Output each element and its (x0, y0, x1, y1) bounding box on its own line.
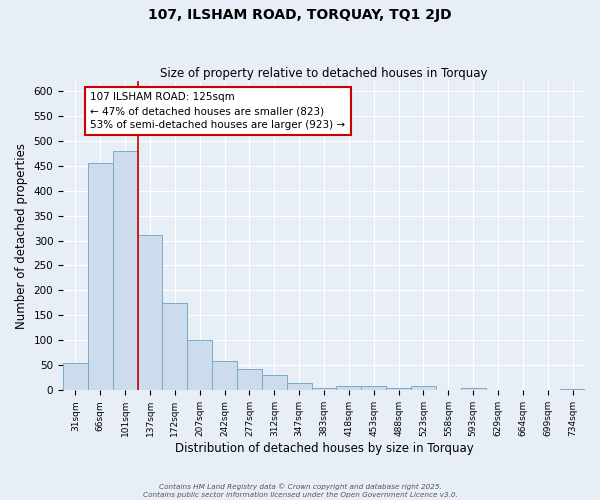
Bar (212, 362, 237, 390)
Bar (361, 386, 386, 390)
Bar (262, 376, 287, 390)
Bar (137, 234, 163, 390)
Bar (187, 340, 212, 390)
Bar (287, 383, 311, 390)
Bar (88, 163, 113, 390)
Bar (63, 363, 88, 390)
Bar (461, 388, 485, 390)
Bar (163, 303, 187, 390)
Text: Contains HM Land Registry data © Crown copyright and database right 2025.
Contai: Contains HM Land Registry data © Crown c… (143, 484, 457, 498)
Bar (237, 370, 262, 390)
Text: 107, ILSHAM ROAD, TORQUAY, TQ1 2JD: 107, ILSHAM ROAD, TORQUAY, TQ1 2JD (148, 8, 452, 22)
X-axis label: Distribution of detached houses by size in Torquay: Distribution of detached houses by size … (175, 442, 473, 455)
Bar (311, 388, 337, 390)
Bar (337, 386, 361, 390)
Bar (411, 386, 436, 390)
Y-axis label: Number of detached properties: Number of detached properties (15, 142, 28, 328)
Bar (386, 388, 411, 390)
Text: 107 ILSHAM ROAD: 125sqm
← 47% of detached houses are smaller (823)
53% of semi-d: 107 ILSHAM ROAD: 125sqm ← 47% of detache… (91, 92, 346, 130)
Bar (113, 150, 137, 390)
Title: Size of property relative to detached houses in Torquay: Size of property relative to detached ho… (160, 66, 488, 80)
